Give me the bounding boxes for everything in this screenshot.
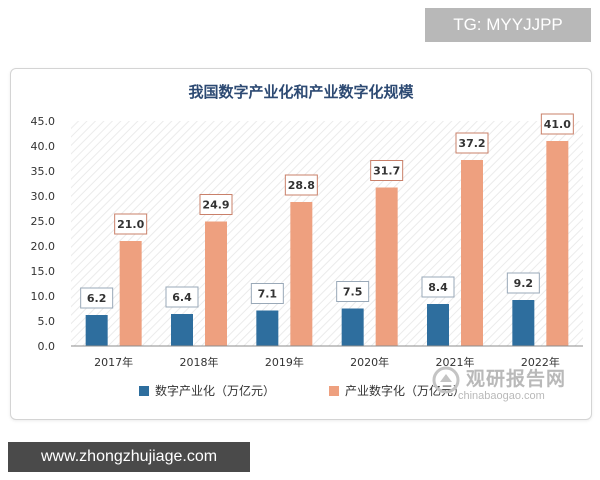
value-label: 6.2 [87, 292, 107, 305]
bar-digital-industrialization [427, 304, 449, 346]
bar-industrial-digitalization [461, 160, 483, 346]
y-tick-label: 45.0 [31, 115, 56, 128]
bar-industrial-digitalization [119, 241, 142, 346]
value-label: 7.5 [343, 286, 363, 299]
y-tick-label: 0.0 [38, 340, 56, 353]
value-label-box [455, 132, 489, 154]
y-tick-label: 30.0 [31, 190, 56, 203]
chart-title: 我国数字产业化和产业数字化规模 [188, 83, 414, 101]
y-axis: 0.0 5.0 10.0 15.0 20.0 25.0 30.0 35.0 40.0 45.0 [31, 115, 56, 353]
value-label-box [540, 113, 574, 135]
value-label-box [421, 276, 455, 298]
x-tick-label: 2017年 [94, 355, 133, 369]
value-label-box [284, 174, 318, 196]
value-label: 9.2 [514, 277, 534, 290]
bar-digital-industrialization [171, 314, 193, 346]
bar-industrial-digitalization [290, 202, 313, 346]
value-label: 21.0 [117, 218, 144, 231]
y-tick-label: 20.0 [31, 240, 56, 253]
x-tick-label: 2019年 [265, 355, 304, 369]
legend: 数字产业化（万亿元） 产业数字化（万亿元） [139, 383, 465, 398]
value-label-box [370, 160, 404, 181]
bar-digital-industrialization [85, 315, 108, 346]
bar-industrial-digitalization [546, 141, 569, 346]
value-label: 41.0 [544, 118, 571, 131]
plot-area [71, 121, 583, 346]
value-label: 6.4 [172, 291, 192, 304]
bar-industrial-digitalization [205, 221, 227, 346]
bar-digital-industrialization [341, 308, 364, 346]
x-tick-label: 2018年 [180, 355, 219, 369]
x-tick-label: 2020年 [350, 355, 389, 369]
y-tick-label: 40.0 [31, 140, 56, 153]
legend-swatch [329, 386, 339, 396]
value-label-box [336, 281, 370, 302]
tg-watermark: TG: MYYJJPP [425, 8, 591, 42]
y-tick-label: 5.0 [38, 315, 56, 328]
value-labels: 6.2 21.0 6.4 24.9 7.1 28.8 7.5 31.7 8.4 37.2 9.2 41… [80, 113, 574, 309]
chart-card: 我国数字产业化和产业数字化规模 0.0 5.0 10.0 15.0 20.0 25.0 30… [10, 68, 592, 420]
y-tick-label: 15.0 [31, 265, 56, 278]
x-tick-label: 2021年 [436, 355, 475, 369]
value-label: 7.1 [258, 288, 278, 301]
bar-chart: 我国数字产业化和产业数字化规模 0.0 5.0 10.0 15.0 20.0 25.0 30… [31, 83, 583, 398]
y-tick-label: 25.0 [31, 215, 56, 228]
bar-digital-industrialization [256, 310, 279, 346]
legend-label: 数字产业化（万亿元） [155, 383, 275, 398]
value-label: 31.7 [373, 165, 400, 178]
legend-swatch [139, 386, 149, 396]
value-label: 24.9 [202, 199, 229, 212]
plot-background [71, 121, 583, 346]
logo-mark-icon [432, 366, 460, 394]
value-label: 37.2 [458, 137, 485, 150]
value-label-box [114, 213, 148, 235]
site-watermark: www.zhongzhujiage.com [8, 442, 250, 472]
bar-digital-industrialization [512, 300, 535, 346]
value-label: 28.8 [288, 179, 315, 192]
x-tick-label: 2022年 [521, 355, 560, 369]
x-axis: 2017年 2018年 2019年 2020年 2021年 2022年 [71, 345, 583, 369]
value-label-box [506, 272, 540, 294]
y-tick-label: 35.0 [31, 165, 56, 178]
watermark-cn: 观研报告网 [466, 368, 567, 390]
value-label-box [165, 286, 199, 308]
value-label-box [250, 283, 284, 304]
value-label: 8.4 [428, 281, 448, 294]
bar-industrial-digitalization [375, 187, 398, 346]
value-label-box [80, 287, 114, 309]
bars [85, 141, 569, 346]
y-tick-label: 10.0 [31, 290, 56, 303]
chinabaogao-watermark: 观研报告网 chinabaogao.com [430, 364, 598, 408]
watermark-en: chinabaogao.com [458, 390, 545, 402]
value-label-box [199, 194, 233, 215]
